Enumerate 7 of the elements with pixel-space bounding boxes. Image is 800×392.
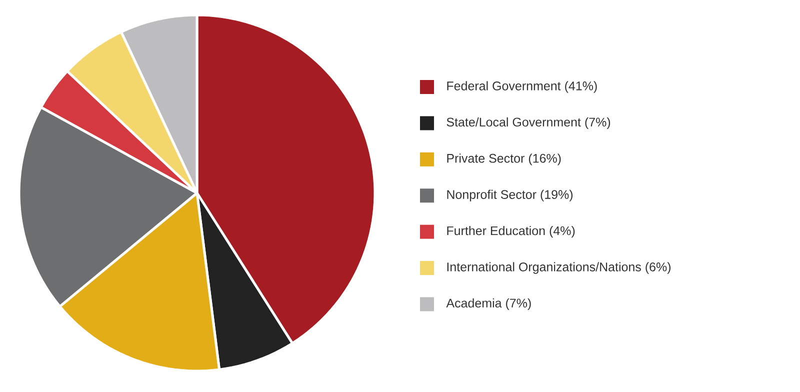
legend-label: Further Education (4%) [447,226,575,238]
legend-label: Federal Government (41%) [447,81,597,93]
legend-label: State/Local Government (7%) [446,117,610,130]
legend-label: Academia (7%) [446,298,531,310]
legend-label: Nonprofit Sector (19%) [447,190,573,202]
legend-label: International Organizations/Nations (6%) [447,262,671,274]
legend-label: Private Sector (16%) [447,154,561,166]
